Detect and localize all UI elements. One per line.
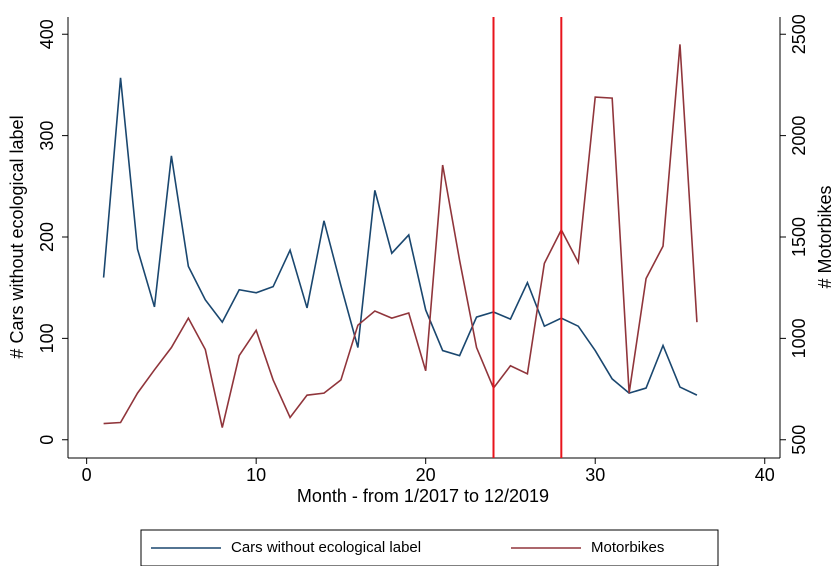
legend-label: Motorbikes	[591, 539, 664, 556]
y-tick-label: 200	[37, 222, 57, 252]
y2-axis-label: # Motorbikes	[815, 185, 835, 288]
y-tick-label: 300	[37, 121, 57, 151]
y2-tick-label: 2500	[789, 14, 809, 54]
y2-tick-label: 2000	[789, 116, 809, 156]
x-tick-label: 30	[585, 465, 605, 485]
x-axis-label: Month - from 1/2017 to 12/2019	[297, 486, 549, 506]
x-tick-label: 0	[82, 465, 92, 485]
x-tick-label: 10	[246, 465, 266, 485]
series-line	[102, 77, 698, 396]
y-axis-label: # Cars without ecological label	[7, 115, 27, 358]
y-tick-label: 100	[37, 323, 57, 353]
x-tick-label: 40	[755, 465, 775, 485]
legend-label: Cars without ecological label	[231, 539, 421, 556]
y2-tick-label: 1000	[789, 318, 809, 358]
y2-tick-label: 500	[789, 425, 809, 455]
legend-box	[140, 529, 719, 566]
series-line	[103, 44, 698, 428]
x-tick-label: 20	[416, 465, 436, 485]
y-tick-label: 400	[37, 19, 57, 49]
y-tick-label: 0	[37, 435, 57, 445]
y2-tick-label: 1500	[789, 217, 809, 257]
